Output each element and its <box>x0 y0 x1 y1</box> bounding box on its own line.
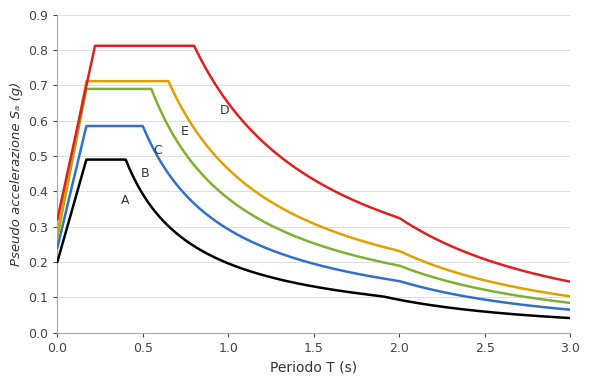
Text: E: E <box>181 125 188 138</box>
X-axis label: Periodo T (s): Periodo T (s) <box>270 360 358 374</box>
Y-axis label: Pseudo accelerazione Sₐ (g): Pseudo accelerazione Sₐ (g) <box>9 81 23 266</box>
Text: D: D <box>219 104 230 117</box>
Text: A: A <box>120 194 129 207</box>
Text: B: B <box>141 167 150 180</box>
Text: C: C <box>153 144 162 157</box>
